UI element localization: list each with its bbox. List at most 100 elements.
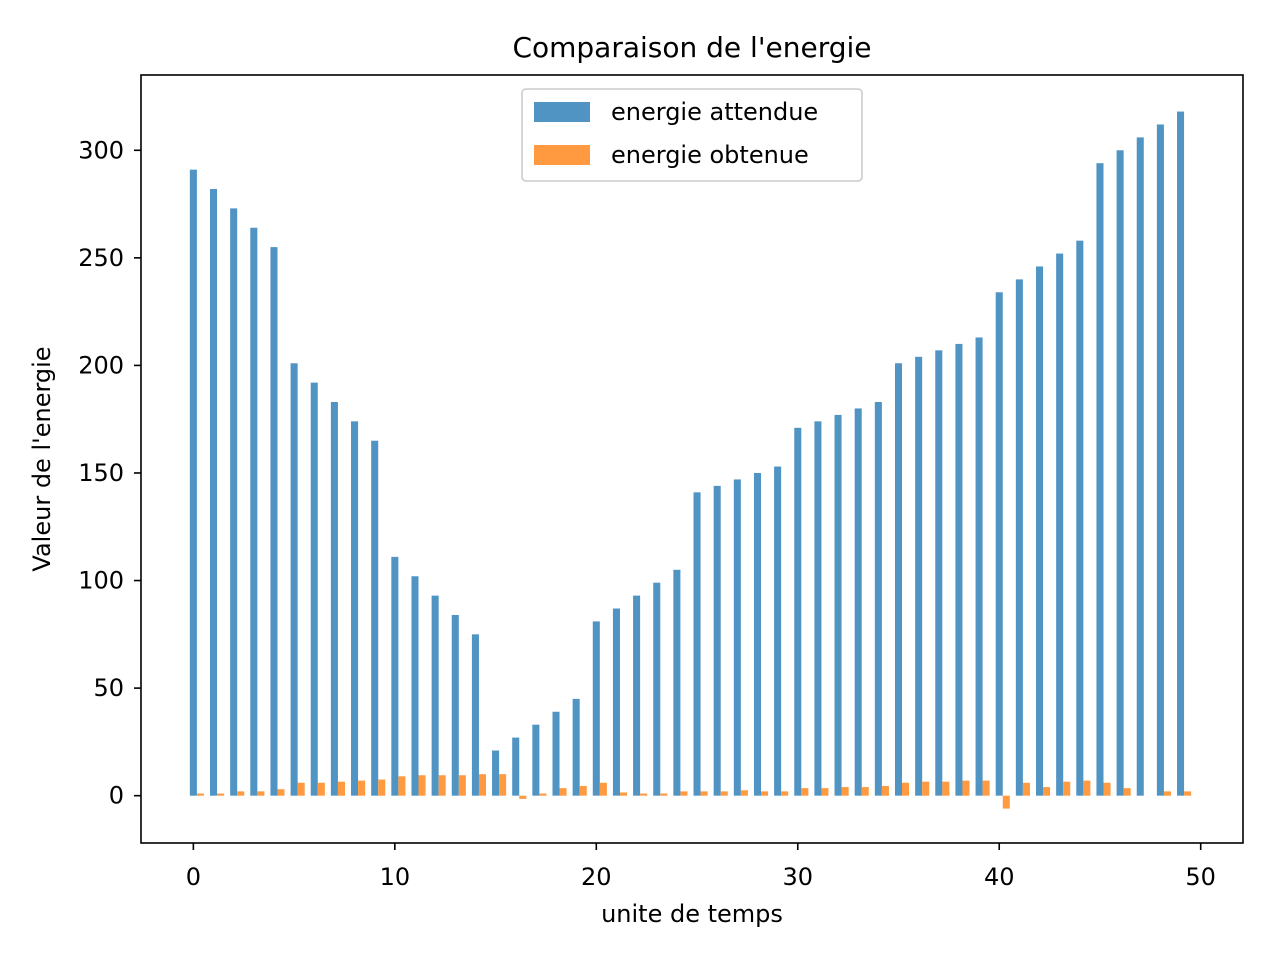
- legend-swatch-energie-attendue: [534, 102, 590, 122]
- bar-energie-attendue-32: [834, 414, 842, 796]
- bar-energie-obtenue-38: [962, 780, 970, 796]
- x-axis-label: unite de temps: [601, 900, 783, 928]
- legend: energie attendue energie obtenue: [521, 88, 863, 182]
- bar-energie-attendue-17: [532, 724, 540, 796]
- bar-energie-attendue-41: [1015, 279, 1023, 796]
- bar-energie-attendue-30: [794, 427, 802, 796]
- bar-energie-obtenue-22: [640, 793, 648, 796]
- bar-energie-attendue-12: [431, 595, 439, 796]
- bar-energie-obtenue-24: [680, 791, 688, 796]
- bar-energie-attendue-49: [1177, 111, 1185, 796]
- bar-energie-attendue-19: [572, 698, 580, 796]
- bar-energie-attendue-0: [189, 169, 197, 796]
- bar-energie-obtenue-17: [539, 793, 547, 796]
- y-tick-label-300: 300: [78, 136, 124, 164]
- bar-energie-obtenue-23: [660, 793, 668, 796]
- bar-energie-attendue-1: [210, 189, 218, 796]
- bar-energie-obtenue-20: [599, 782, 607, 796]
- bar-energie-attendue-9: [371, 440, 379, 796]
- bar-energie-attendue-47: [1136, 137, 1144, 796]
- y-tick-label-50: 50: [93, 674, 124, 702]
- legend-swatch-energie-obtenue: [534, 145, 590, 165]
- x-tick-label-50: 50: [1185, 863, 1216, 891]
- bar-energie-obtenue-7: [337, 781, 345, 796]
- bar-energie-attendue-37: [935, 350, 943, 796]
- bar-energie-obtenue-5: [297, 782, 305, 796]
- bar-energie-attendue-26: [713, 485, 721, 796]
- bar-energie-attendue-13: [451, 614, 459, 796]
- bar-energie-attendue-24: [673, 569, 681, 796]
- plot-frame: [140, 74, 1244, 844]
- bar-energie-obtenue-27: [740, 790, 748, 796]
- bar-energie-attendue-20: [592, 621, 600, 796]
- bar-energie-attendue-7: [330, 401, 338, 796]
- bar-energie-obtenue-6: [317, 782, 325, 796]
- bar-energie-attendue-42: [1036, 266, 1044, 796]
- bar-energie-attendue-21: [612, 608, 620, 796]
- x-tick-label-0: 0: [186, 863, 201, 891]
- bar-energie-obtenue-1: [217, 793, 225, 796]
- bar-energie-obtenue-36: [922, 781, 930, 796]
- x-tick-label-30: 30: [782, 863, 813, 891]
- bar-energie-attendue-2: [230, 208, 238, 796]
- bar-energie-obtenue-29: [781, 791, 789, 796]
- bar-energie-obtenue-35: [902, 782, 910, 796]
- bar-energie-obtenue-33: [861, 787, 869, 796]
- bar-energie-obtenue-42: [1043, 787, 1051, 796]
- bar-energie-attendue-35: [894, 363, 903, 796]
- bar-energie-attendue-11: [411, 576, 419, 796]
- y-axis-ticks: 0 50 100 150 200 250 300: [78, 136, 141, 810]
- x-tick-label-20: 20: [581, 863, 612, 891]
- bar-energie-attendue-3: [250, 227, 258, 796]
- bar-energie-attendue-46: [1116, 150, 1124, 796]
- series-energie-attendue-bars: [189, 111, 1185, 796]
- bar-energie-obtenue-8: [358, 780, 366, 796]
- bar-energie-attendue-38: [955, 343, 963, 796]
- bar-energie-obtenue-28: [761, 791, 769, 796]
- bar-energie-obtenue-2: [237, 791, 245, 796]
- bar-energie-obtenue-48: [1163, 791, 1171, 796]
- bar-energie-obtenue-30: [801, 788, 809, 796]
- bar-energie-obtenue-39: [982, 780, 990, 796]
- bar-energie-obtenue-4: [277, 789, 285, 796]
- legend-label-energie-attendue: energie attendue: [611, 98, 818, 126]
- y-tick-label-150: 150: [78, 459, 124, 487]
- chart-title: Comparaison de l'energie: [512, 31, 871, 64]
- y-tick-label-250: 250: [78, 244, 124, 272]
- bar-energie-attendue-45: [1096, 163, 1104, 796]
- series-energie-obtenue-bars: [196, 774, 1192, 809]
- legend-label-energie-obtenue: energie obtenue: [611, 141, 809, 169]
- bar-energie-obtenue-19: [579, 785, 587, 796]
- bar-energie-obtenue-26: [720, 791, 728, 796]
- bar-energie-obtenue-21: [619, 792, 628, 796]
- bar-energie-obtenue-11: [418, 775, 426, 796]
- bar-energie-attendue-36: [915, 356, 923, 796]
- bar-energie-obtenue-32: [841, 787, 849, 796]
- bar-energie-attendue-15: [492, 750, 500, 796]
- legend-box: [521, 88, 863, 182]
- bar-energie-attendue-33: [854, 408, 862, 796]
- bar-energie-attendue-8: [351, 421, 359, 796]
- bar-energie-obtenue-44: [1083, 780, 1091, 796]
- bar-energie-attendue-34: [874, 401, 882, 796]
- bar-energie-obtenue-16: [519, 795, 527, 799]
- bar-energie-attendue-23: [653, 582, 661, 796]
- bar-energie-obtenue-12: [438, 775, 446, 796]
- x-tick-label-40: 40: [984, 863, 1015, 891]
- bar-energie-obtenue-9: [378, 779, 386, 796]
- bar-energie-attendue-25: [693, 492, 701, 796]
- bar-energie-obtenue-14: [478, 774, 486, 796]
- bar-energie-attendue-14: [471, 634, 479, 796]
- bar-energie-obtenue-49: [1184, 791, 1192, 796]
- bar-energie-attendue-44: [1076, 240, 1084, 796]
- bar-energie-attendue-31: [814, 421, 822, 796]
- y-tick-label-0: 0: [109, 782, 124, 810]
- bar-energie-attendue-39: [975, 337, 983, 796]
- bar-energie-attendue-22: [633, 595, 641, 796]
- y-tick-label-200: 200: [78, 351, 124, 379]
- x-axis-ticks: 0 10 20 30 40 50: [186, 843, 1216, 891]
- bar-energie-obtenue-3: [257, 791, 265, 796]
- x-tick-label-10: 10: [380, 863, 411, 891]
- bar-energie-attendue-43: [1056, 253, 1064, 796]
